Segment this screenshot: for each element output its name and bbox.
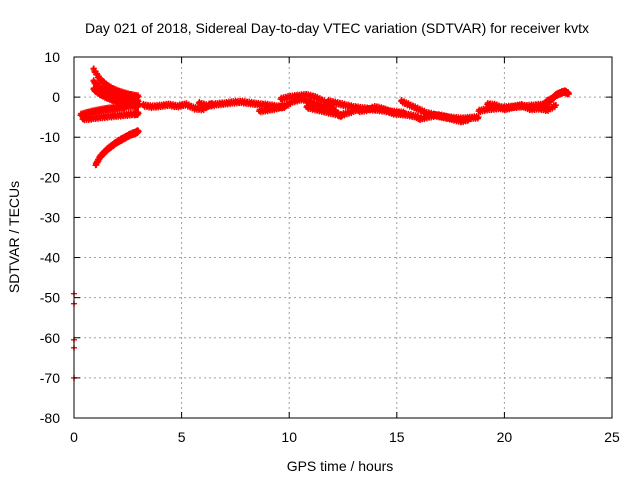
data-point-arc-18	[565, 90, 572, 97]
data-points	[71, 65, 572, 381]
y-tick-labels: 10 0 -10 -20 -30 -40 -50 -60 -70 -80	[40, 49, 60, 426]
y-tick-label: -20	[40, 169, 60, 185]
x-tick-label: 0	[70, 429, 78, 445]
data-point-arc-6	[135, 128, 142, 135]
data-point-arc-14	[475, 114, 482, 121]
x-tick-label: 10	[281, 429, 297, 445]
plot-frame	[73, 56, 613, 419]
chart-title: Day 021 of 2018, Sidereal Day-to-day VTE…	[85, 20, 589, 36]
x-tick-label: 25	[604, 429, 620, 445]
y-tick-label: 10	[44, 49, 60, 65]
x-tick-label: 15	[389, 429, 405, 445]
y-tick-label: -30	[40, 209, 60, 225]
y-tick-label: -70	[40, 370, 60, 386]
data-point-arc-15	[466, 116, 473, 123]
x-axis-label: GPS time / hours	[287, 458, 394, 474]
axis-ticks	[73, 56, 613, 419]
y-tick-label: -80	[40, 410, 60, 426]
data-point-arc-17	[553, 102, 560, 109]
y-axis-label: SDTVAR / TECUs	[6, 181, 22, 293]
x-tick-labels: 0 5 10 15 20 25	[70, 429, 620, 445]
y-tick-label: 0	[52, 89, 60, 105]
y-tick-label: -10	[40, 129, 60, 145]
y-tick-label: -60	[40, 330, 60, 346]
x-tick-label: 20	[497, 429, 513, 445]
y-tick-label: -50	[40, 290, 60, 306]
x-tick-label: 5	[178, 429, 186, 445]
data-point-arc-5	[135, 110, 142, 117]
y-tick-label: -40	[40, 250, 60, 266]
